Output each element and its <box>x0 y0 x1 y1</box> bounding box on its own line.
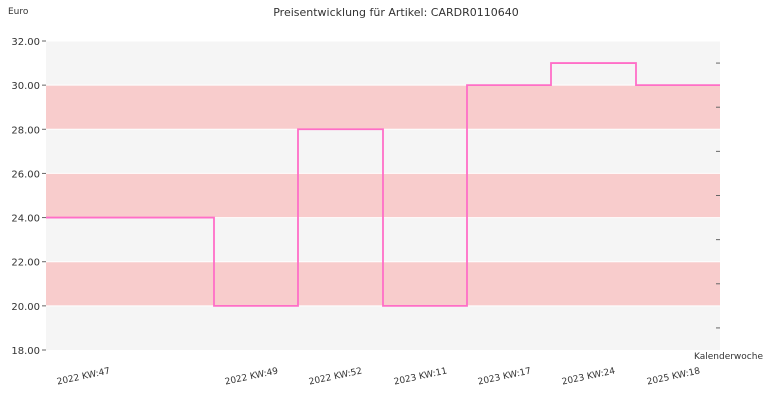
y-tick-label: 26.00 <box>11 169 40 180</box>
y-tick-labels: 18.00 20.00 22.00 24.00 26.00 28.00 30.00 32.00 <box>11 37 40 357</box>
y-tick-label: 30.00 <box>11 81 40 92</box>
y-tick-label: 24.00 <box>11 214 40 225</box>
chart-title: Preisentwicklung für Artikel: CARDR01106… <box>273 6 519 19</box>
x-tick-label: 2022 KW:52 <box>308 367 363 388</box>
series-layer <box>46 62 720 307</box>
x-tick-label: 2025 KW:18 <box>646 366 701 387</box>
x-tick-label: 2023 KW:11 <box>393 367 448 388</box>
x-tick-label: 2022 KW:47 <box>56 367 111 388</box>
y-tick-label: 32.00 <box>11 37 40 48</box>
axes <box>42 40 720 351</box>
price-series-line <box>46 62 720 307</box>
x-tick-label: 2023 KW:24 <box>561 366 616 387</box>
y-tick-label: 20.00 <box>11 302 40 313</box>
y-tick-label: 22.00 <box>11 258 40 269</box>
x-axis-label: Kalenderwoche <box>694 352 763 362</box>
y-tick-label: 18.00 <box>11 346 40 357</box>
background-band <box>46 85 720 130</box>
x-tick-label: 2022 KW:49 <box>224 366 279 387</box>
x-tick-label: 2023 KW:17 <box>477 367 532 388</box>
y-axis-label: Euro <box>8 7 29 17</box>
y-tick-label: 28.00 <box>11 125 40 136</box>
x-tick-labels: 2022 KW:47 2022 KW:49 2022 KW:52 2023 KW:11… <box>56 366 701 387</box>
